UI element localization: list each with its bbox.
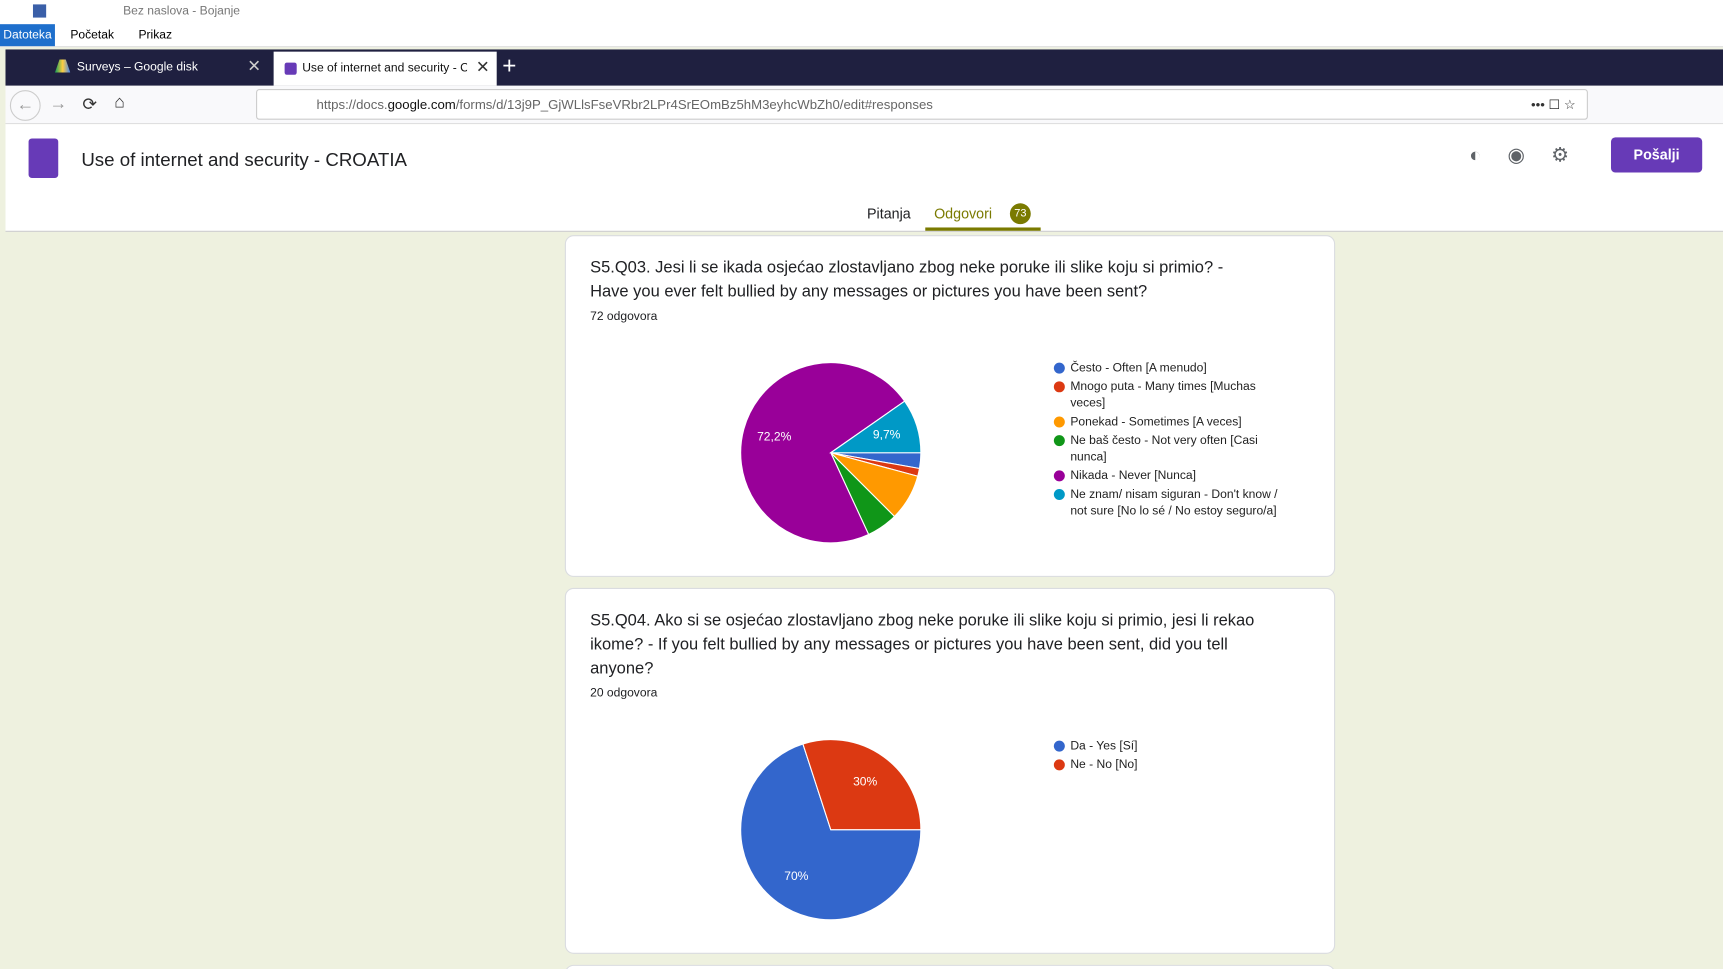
legend-label: Ne znam/ nisam siguran - Don't know / no…: [1070, 487, 1278, 518]
pie-chart: 70% 30%: [740, 739, 922, 921]
legend-dot: [1053, 435, 1065, 447]
tab-strip: Surveys – Google disk ✕ Use of internet …: [5, 49, 1723, 86]
legend-label: Mnogo puta - Many times [Muchas veces]: [1070, 380, 1256, 410]
pie-slice: [829, 400, 922, 454]
forward-button[interactable]: →: [49, 94, 68, 114]
nav-bar: ← → ⟳ ⌂ https://docs.google.com/forms/d/…: [5, 85, 1723, 125]
form-tab[interactable]: Pitanja: [867, 205, 911, 222]
send-button[interactable]: Pošalji: [1610, 137, 1703, 173]
legend-label: Da - Yes [Sí]: [1070, 739, 1138, 753]
url-bar[interactable]: https://docs.google.com/forms/d/13j9P_Gj…: [256, 89, 1588, 120]
pie-chart: 72,2% 9,7%: [740, 362, 922, 544]
active-tab[interactable]: Use of internet and security - C ✕: [273, 51, 497, 86]
header-icons[interactable]: ◐◉⚙: [1469, 143, 1596, 166]
legend-dot: [1053, 381, 1065, 393]
question-card: S5.Q03. Jesi li se ikada osjećao zlostav…: [564, 235, 1336, 577]
slice-label: 70%: [784, 869, 808, 883]
url-actions[interactable]: ••• ☐ ☆: [1530, 96, 1576, 113]
legend-item: Ne - No [No]: [1053, 757, 1279, 773]
forms-logo: [28, 138, 59, 179]
slice-label: 30%: [853, 774, 877, 788]
legend-item: Da - Yes [Sí]: [1053, 738, 1279, 754]
title-bar: Bez naslova - Bojanje: [0, 0, 1723, 22]
slice-label: 72,2%: [757, 430, 792, 444]
form-header: Use of internet and security - CROATIA ◐…: [5, 124, 1723, 232]
legend-label: Ne baš često - Not very often [Casi nunc…: [1070, 434, 1258, 464]
form-title: Use of internet and security - CROATIA: [81, 149, 407, 171]
legend-dot: [1053, 740, 1065, 752]
slice-label: 9,7%: [873, 427, 901, 441]
question-title: S5.Q04. Ako si se osjećao zlostavljano z…: [590, 610, 1255, 679]
legend-dot: [1053, 470, 1065, 482]
tab-indicator: [925, 227, 1041, 231]
home-button[interactable]: ⌂: [114, 93, 125, 113]
drive-icon: [54, 59, 71, 73]
legend: Često - Often [A menudo] Mnogo puta - Man…: [1053, 360, 1279, 522]
tab-close[interactable]: ✕: [247, 57, 262, 76]
reload-button[interactable]: ⟳: [82, 95, 98, 115]
legend-item: Ne baš često - Not very often [Casi nunc…: [1053, 433, 1279, 466]
ribbon: Datoteka Početak Prikaz: [0, 21, 1723, 48]
legend-label: Ponekad - Sometimes [A veces]: [1070, 415, 1242, 429]
legend-dot: [1053, 759, 1065, 771]
legend-dot: [1053, 362, 1065, 374]
response-badge: 73: [1009, 203, 1031, 225]
legend-item: Mnogo puta - Many times [Muchas veces]: [1053, 379, 1279, 412]
legend-label: Ne - No [No]: [1070, 758, 1138, 772]
menu-tab[interactable]: Početak: [70, 28, 115, 42]
legend-item: Nikada - Never [Nunca]: [1053, 468, 1279, 484]
legend-label: Nikada - Never [Nunca]: [1070, 469, 1196, 483]
legend: Da - Yes [Sí] Ne - No [No]: [1053, 738, 1279, 775]
response-count: 72 odgovora: [590, 309, 658, 324]
menu-tab[interactable]: Prikaz: [138, 28, 173, 42]
question-card: S5.Q04. Ako si se osjećao zlostavljano z…: [564, 587, 1336, 954]
legend-label: Često - Often [A menudo]: [1070, 361, 1207, 375]
pie-slice: [802, 739, 922, 831]
back-button[interactable]: ←: [9, 90, 41, 121]
legend-item: Ne znam/ nisam siguran - Don't know / no…: [1053, 487, 1279, 520]
legend-dot: [1053, 416, 1065, 428]
question-title: S5.Q03. Jesi li se ikada osjećao zlostav…: [590, 258, 1224, 302]
url-prefix: https://docs.: [316, 96, 388, 113]
tab-close[interactable]: ✕: [475, 58, 490, 77]
pie-slice: [740, 743, 922, 921]
question-card: [564, 964, 1336, 969]
legend-item: Često - Often [A menudo]: [1053, 360, 1279, 376]
form-tab[interactable]: Odgovori: [934, 205, 993, 222]
tab-title[interactable]: Surveys – Google disk: [76, 60, 198, 74]
response-count: 20 odgovora: [590, 686, 658, 700]
menu-tab[interactable]: Datoteka: [0, 24, 55, 47]
pie-slice: [740, 362, 906, 544]
window-title: Bez naslova - Bojanje: [123, 4, 241, 18]
url-domain: google.com: [387, 96, 456, 113]
forms-icon: [284, 62, 297, 75]
tab-title: Use of internet and security - C: [302, 61, 468, 75]
new-tab[interactable]: +: [502, 51, 517, 80]
save-icon[interactable]: [32, 4, 47, 18]
legend-item: Ponekad - Sometimes [A veces]: [1053, 414, 1279, 430]
url-path: /forms/d/13j9P_GjWLlsFseVRbr2LPr4SrEOmBz…: [455, 96, 933, 113]
legend-dot: [1053, 489, 1065, 500]
